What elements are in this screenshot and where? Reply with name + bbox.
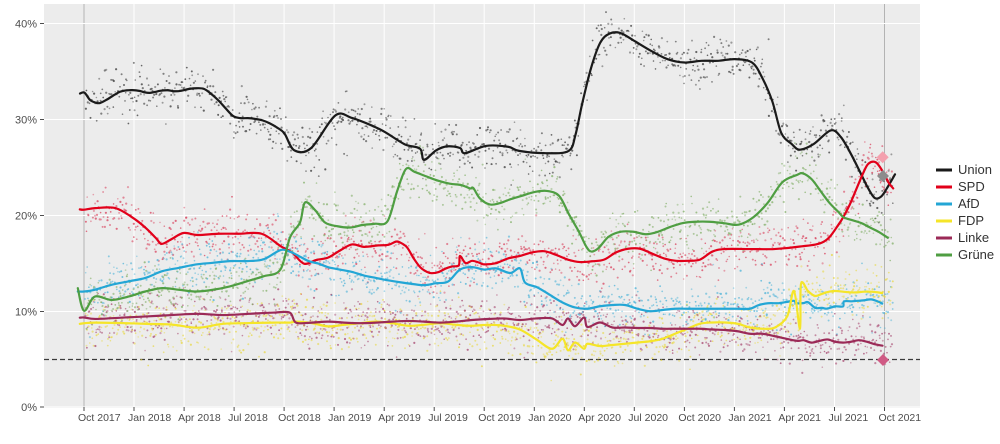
svg-text:30%: 30% [15,115,37,127]
svg-text:10%: 10% [15,307,37,319]
svg-text:20%: 20% [15,211,37,223]
svg-text:0%: 0% [21,402,37,414]
svg-text:40%: 40% [15,19,37,31]
